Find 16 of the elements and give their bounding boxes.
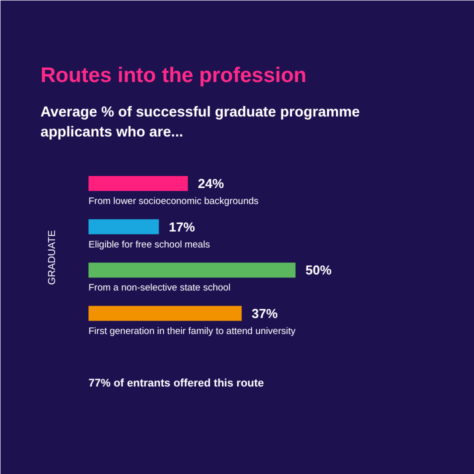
data-label: 37% (252, 306, 278, 321)
bar (88, 176, 188, 191)
data-label: 24% (198, 176, 224, 191)
chart-title: Routes into the profession (40, 64, 307, 87)
chart-subtitle: Average % of successful graduate programme applicants who are... (40, 104, 360, 140)
bar (88, 219, 159, 234)
bar (88, 306, 242, 321)
y-tick-label: First generation in their family to attend university (88, 326, 296, 337)
data-label: 17% (168, 219, 196, 234)
bar (88, 262, 296, 278)
y-tick-label: From a non-selective state school (88, 282, 231, 294)
y-tick-label: Eligible for free school meals (88, 239, 210, 250)
y-axis-title: GRADUATE (47, 230, 58, 285)
text: 77% of entrants offered this route (88, 378, 264, 390)
y-tick-label: From lower socioeconomic backgrounds (88, 196, 259, 207)
data-label: 50% (306, 262, 332, 278)
